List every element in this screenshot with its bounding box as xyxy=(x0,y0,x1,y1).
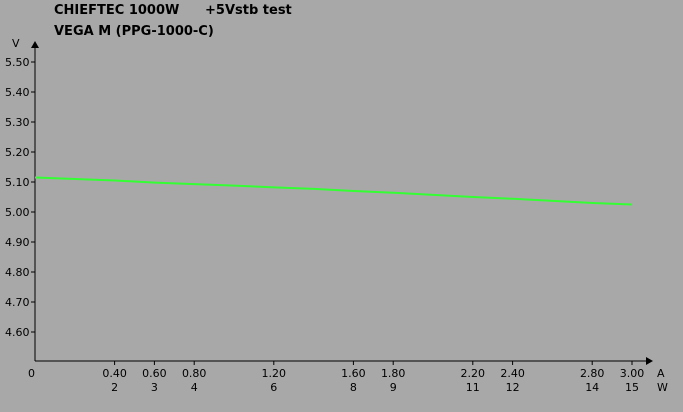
x2-axis-unit-label: W xyxy=(657,381,668,394)
x2-tick-label: 15 xyxy=(625,381,639,394)
y-tick-label: 5.20 xyxy=(5,146,30,159)
x-tick-label: 1.20 xyxy=(262,367,287,380)
x2-tick-label: 3 xyxy=(151,381,158,394)
x-axis-arrow xyxy=(646,357,653,365)
y-tick-label: 5.40 xyxy=(5,86,30,99)
x-axis-unit-label: A xyxy=(657,367,665,380)
y-tick-label: 5.30 xyxy=(5,116,30,129)
x-tick-label: 1.60 xyxy=(341,367,366,380)
x2-tick-label: 8 xyxy=(350,381,357,394)
y-ticks: 4.60 4.70 4.80 4.90 5.00 5.10 5.20 5.30 5.40 5.50 xyxy=(5,56,35,339)
series-group xyxy=(34,176,633,206)
chart-series-title: VEGA M (PPG-1000-C) xyxy=(54,24,214,39)
y-tick-label: 4.60 xyxy=(5,326,30,339)
y-tick-label: 5.10 xyxy=(5,176,30,189)
y-tick-label: 5.00 xyxy=(5,206,30,219)
x2-tick-label: 4 xyxy=(191,381,198,394)
x2-tick-label: 2 xyxy=(111,381,118,394)
x2-tick-label: 11 xyxy=(466,381,480,394)
x2-ticks: 2 3 4 6 8 9 11 12 14 15 xyxy=(111,381,639,394)
y-axis-unit-label: V xyxy=(12,37,20,50)
x-tick-label: 0 xyxy=(28,367,35,380)
x2-tick-label: 6 xyxy=(270,381,277,394)
y-tick-label: 4.90 xyxy=(5,236,30,249)
x-tick-label: 0.60 xyxy=(142,367,167,380)
x-tick-label: 0.80 xyxy=(182,367,207,380)
y-tick-label: 5.50 xyxy=(5,56,30,69)
x2-tick-label: 12 xyxy=(506,381,520,394)
x-tick-label: 1.80 xyxy=(381,367,406,380)
x-tick-label: 2.80 xyxy=(580,367,605,380)
y-tick-label: 4.70 xyxy=(5,296,30,309)
x-tick-label: 2.20 xyxy=(461,367,486,380)
x-tick-label: 0.40 xyxy=(102,367,127,380)
x-tick-label: 3.00 xyxy=(620,367,645,380)
x-tick-label: 2.40 xyxy=(500,367,525,380)
y-axis-arrow xyxy=(31,41,39,48)
series-line xyxy=(34,176,633,206)
x2-tick-label: 9 xyxy=(390,381,397,394)
x-ticks: 0 0.40 0.60 0.80 1.20 1.60 1.80 2.20 2.40 2.80 3.0… xyxy=(28,361,644,380)
chart-test-title: +5Vstb test xyxy=(205,3,292,18)
y-tick-label: 4.80 xyxy=(5,266,30,279)
x2-tick-label: 14 xyxy=(585,381,599,394)
chart-model-title: CHIEFTEC 1000W xyxy=(54,3,179,18)
